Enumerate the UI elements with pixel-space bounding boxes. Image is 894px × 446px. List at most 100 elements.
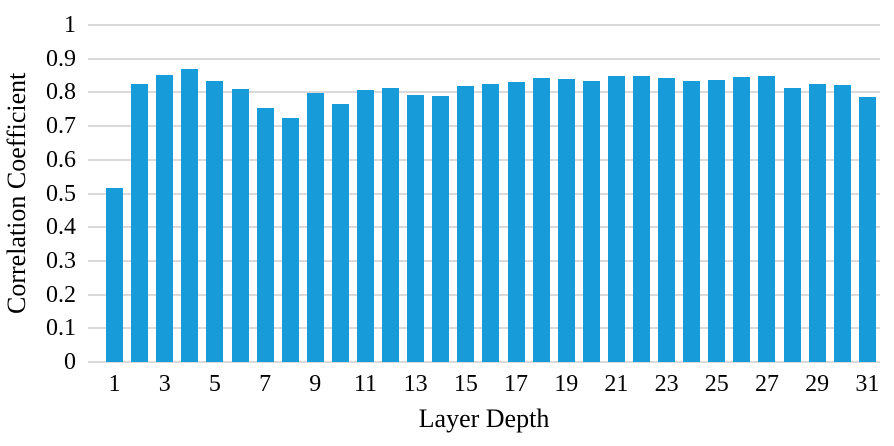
x-tick-label xyxy=(328,371,353,397)
bar-slot xyxy=(428,25,453,362)
y-axis: 0 0.1 0.2 0.3 0.4 0.5 0.6 0.7 0.8 0.9 1 xyxy=(0,0,82,446)
bar-layer-20 xyxy=(582,80,600,362)
bar-slot xyxy=(805,25,830,362)
bar-slot xyxy=(152,25,177,362)
bar-slot xyxy=(679,25,704,362)
y-tick-label: 0 xyxy=(64,349,76,375)
x-tick-label: 5 xyxy=(208,371,221,397)
bar-slot xyxy=(253,25,278,362)
y-tick-label: 0.4 xyxy=(46,214,76,241)
bar-slot xyxy=(453,25,478,362)
x-tick-label xyxy=(830,371,855,397)
y-tick-label: 0.3 xyxy=(46,247,76,274)
x-tick-label xyxy=(177,371,202,397)
x-tick-label: 3 xyxy=(158,371,171,397)
x-axis-title: Layer Depth xyxy=(418,404,550,433)
y-tick-label: 0.7 xyxy=(46,113,76,140)
bar-layer-22 xyxy=(633,76,651,362)
bar-layer-23 xyxy=(658,77,676,362)
bar-layer-4 xyxy=(181,69,199,362)
bar-layer-11 xyxy=(356,90,374,362)
bar-slot xyxy=(554,25,579,362)
bar-slot xyxy=(353,25,378,362)
x-tick-label xyxy=(428,371,453,397)
x-tick-label xyxy=(227,371,252,397)
bar-layer-30 xyxy=(833,85,851,362)
bar-layer-18 xyxy=(532,77,550,362)
x-tick-label xyxy=(127,371,152,397)
x-tick-label xyxy=(679,371,704,397)
bar-layer-19 xyxy=(557,78,575,362)
bar-slot xyxy=(529,25,554,362)
bar-layer-9 xyxy=(306,93,324,362)
x-tick-label: 31 xyxy=(855,371,880,397)
bar-slot xyxy=(604,25,629,362)
bar-slot xyxy=(629,25,654,362)
x-tick-label: 29 xyxy=(805,371,830,397)
x-tick-label xyxy=(780,371,805,397)
bar-slot xyxy=(704,25,729,362)
bar-slot xyxy=(227,25,252,362)
bar-layer-28 xyxy=(783,88,801,362)
x-tick-label: 21 xyxy=(604,371,629,397)
bar-slot xyxy=(378,25,403,362)
x-tick-label: 17 xyxy=(504,371,529,397)
bar-layer-21 xyxy=(607,76,625,362)
bar-layer-10 xyxy=(331,103,349,362)
bar-series xyxy=(88,25,880,362)
x-tick-label xyxy=(729,371,754,397)
gridline xyxy=(88,57,880,60)
y-tick-label: 0.9 xyxy=(46,45,76,72)
x-tick-label: 25 xyxy=(704,371,729,397)
x-tick-label xyxy=(278,371,303,397)
x-axis: 1 3 5 7 9 11 13 15 17 19 21 23 25 27 29 31 xyxy=(88,371,880,397)
bar-slot xyxy=(478,25,503,362)
bar-slot xyxy=(754,25,779,362)
bar-layer-1 xyxy=(106,188,124,362)
bar-layer-26 xyxy=(733,76,751,362)
bar-layer-2 xyxy=(131,83,149,362)
bar-layer-31 xyxy=(858,97,876,362)
x-tick-label: 7 xyxy=(259,371,272,397)
bar-slot xyxy=(278,25,303,362)
y-tick-label: 0.8 xyxy=(46,79,76,106)
x-tick-label xyxy=(378,371,403,397)
bar-slot xyxy=(177,25,202,362)
bar-layer-14 xyxy=(432,95,450,362)
bar-layer-29 xyxy=(808,84,826,362)
x-tick-label xyxy=(629,371,654,397)
y-tick-label: 0.5 xyxy=(46,180,76,207)
x-tick-label: 19 xyxy=(554,371,579,397)
x-tick-label xyxy=(478,371,503,397)
bar-slot xyxy=(855,25,880,362)
gridline xyxy=(88,361,880,363)
x-tick-label: 11 xyxy=(353,371,378,397)
bar-layer-3 xyxy=(156,74,174,362)
bar-slot xyxy=(303,25,328,362)
bar-slot xyxy=(830,25,855,362)
bar-slot xyxy=(504,25,529,362)
bar-layer-7 xyxy=(256,108,274,362)
x-tick-label xyxy=(579,371,604,397)
bar-slot xyxy=(328,25,353,362)
bar-layer-24 xyxy=(683,80,701,362)
bar-slot xyxy=(579,25,604,362)
bar-slot xyxy=(202,25,227,362)
bar-slot xyxy=(102,25,127,362)
x-tick-label: 27 xyxy=(754,371,779,397)
bar-slot xyxy=(780,25,805,362)
bar-layer-27 xyxy=(758,75,776,362)
bar-layer-5 xyxy=(206,81,224,362)
bar-slot xyxy=(403,25,428,362)
bar-layer-6 xyxy=(231,89,249,362)
bar-layer-15 xyxy=(457,85,475,362)
bar-slot xyxy=(729,25,754,362)
bar-slot xyxy=(127,25,152,362)
bar-layer-12 xyxy=(382,88,400,362)
x-tick-label: 15 xyxy=(453,371,478,397)
x-tick-label: 13 xyxy=(403,371,428,397)
bar-slot xyxy=(654,25,679,362)
bar-layer-13 xyxy=(407,95,425,362)
x-tick-label: 1 xyxy=(108,371,121,397)
